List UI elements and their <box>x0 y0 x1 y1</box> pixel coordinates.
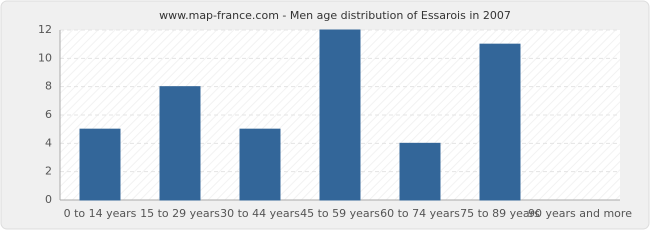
bar <box>479 43 521 201</box>
bar <box>159 86 201 201</box>
x-tick-label: 75 to 89 years <box>460 207 540 220</box>
chart-title: www.map-france.com - Men age distributio… <box>159 9 511 22</box>
bar <box>399 142 441 201</box>
x-tick-label: 45 to 59 years <box>300 207 380 220</box>
x-tick-label: 30 to 44 years <box>220 207 300 220</box>
y-tick-label: 12 <box>38 23 52 36</box>
y-tick-label: 2 <box>45 165 52 178</box>
y-tick-label: 0 <box>45 193 52 206</box>
y-tick-label: 6 <box>45 108 52 121</box>
x-tick-label: 15 to 29 years <box>140 207 220 220</box>
x-tick-label: 90 years and more <box>528 207 632 220</box>
bar <box>319 29 361 201</box>
bar <box>79 128 121 201</box>
x-tick-label: 60 to 74 years <box>380 207 460 220</box>
y-tick-label: 10 <box>38 51 52 64</box>
bar <box>239 128 281 201</box>
x-tick-label: 0 to 14 years <box>64 207 137 220</box>
chart: www.map-france.com - Men age distributio… <box>0 0 650 230</box>
y-tick-label: 8 <box>45 80 52 93</box>
y-tick-label: 4 <box>45 136 52 149</box>
